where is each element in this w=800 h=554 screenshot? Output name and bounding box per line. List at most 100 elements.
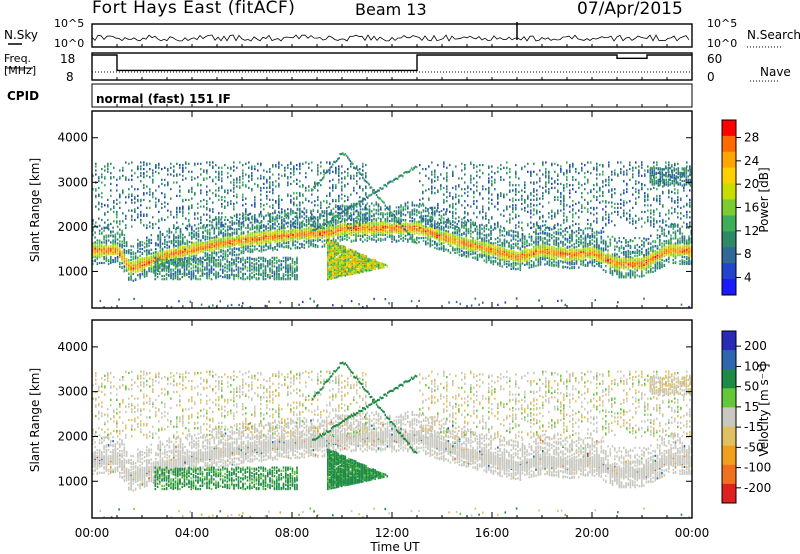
power-cell bbox=[542, 245, 544, 248]
power-cell bbox=[303, 212, 306, 215]
power-cell bbox=[564, 229, 567, 232]
power-cell bbox=[427, 209, 429, 213]
power-cell bbox=[258, 236, 261, 240]
power-cell bbox=[470, 232, 472, 235]
power-cell bbox=[242, 223, 245, 226]
power-cell bbox=[440, 227, 443, 230]
power-cell bbox=[384, 237, 387, 240]
power-cell bbox=[512, 242, 515, 246]
power-cell bbox=[195, 253, 198, 256]
power-cell bbox=[564, 265, 567, 269]
power-cell bbox=[445, 248, 447, 251]
power-cell bbox=[656, 264, 659, 267]
power-cell bbox=[164, 250, 166, 253]
power-cell bbox=[123, 248, 126, 251]
power-cell bbox=[116, 242, 119, 245]
power-cell bbox=[191, 225, 193, 228]
power-cell bbox=[296, 241, 299, 244]
power-cell bbox=[143, 246, 146, 249]
power-cell bbox=[305, 221, 308, 224]
power-cell bbox=[375, 201, 378, 204]
power-cell bbox=[470, 235, 472, 238]
power-cell bbox=[641, 273, 643, 276]
power-cell bbox=[373, 204, 375, 207]
power-cell bbox=[166, 244, 168, 247]
power-cell bbox=[548, 256, 551, 259]
power-cell bbox=[139, 244, 141, 248]
power-cell bbox=[256, 231, 258, 234]
power-cell bbox=[542, 255, 544, 258]
power-cell bbox=[101, 261, 103, 265]
power-cell bbox=[281, 233, 283, 236]
power-cell bbox=[96, 242, 99, 245]
power-cell bbox=[404, 205, 407, 208]
power-cell bbox=[206, 229, 209, 232]
power-cell bbox=[247, 230, 249, 233]
power-cell bbox=[209, 254, 211, 257]
power-cell bbox=[616, 268, 618, 271]
power-cell bbox=[652, 253, 654, 256]
power-cell bbox=[287, 240, 290, 243]
power-cell bbox=[330, 209, 333, 212]
power-cell bbox=[438, 226, 441, 229]
power-cell bbox=[155, 258, 157, 262]
power-cell bbox=[544, 263, 546, 266]
power-cell bbox=[256, 248, 258, 251]
power-cell bbox=[535, 238, 537, 241]
power-cell bbox=[526, 263, 528, 266]
power-cell bbox=[452, 223, 454, 226]
power-cell bbox=[575, 246, 578, 249]
power-cell bbox=[263, 238, 265, 241]
power-cell bbox=[191, 231, 193, 234]
power-cell bbox=[530, 235, 533, 238]
power-cell bbox=[94, 224, 96, 227]
power-cell bbox=[114, 241, 117, 244]
power-cell bbox=[400, 209, 402, 212]
power-cell bbox=[146, 236, 148, 239]
power-cell bbox=[303, 239, 306, 242]
power-cell bbox=[533, 231, 535, 234]
power-cell bbox=[584, 227, 587, 230]
power-cell bbox=[618, 246, 621, 249]
power-cell bbox=[283, 246, 285, 249]
power-cell bbox=[375, 223, 378, 226]
power-cell bbox=[616, 253, 618, 256]
power-cell bbox=[375, 209, 378, 212]
power-cell bbox=[173, 235, 175, 238]
power-cell bbox=[425, 236, 427, 239]
power-cell bbox=[620, 241, 623, 244]
power-cell bbox=[506, 231, 508, 234]
power-cell bbox=[121, 250, 123, 253]
power-cell bbox=[537, 235, 540, 238]
power-cell bbox=[267, 220, 270, 223]
power-cell bbox=[481, 254, 483, 257]
power-cell bbox=[233, 254, 236, 257]
power-cell bbox=[213, 232, 216, 235]
power-cell bbox=[267, 223, 270, 226]
power-cell bbox=[447, 230, 450, 233]
power-cell bbox=[476, 238, 479, 241]
power-cell bbox=[224, 255, 227, 258]
power-cell bbox=[395, 217, 398, 220]
power-cell bbox=[416, 221, 418, 224]
power-cell bbox=[299, 246, 301, 250]
power-cell bbox=[629, 250, 632, 253]
power-cell bbox=[159, 242, 162, 245]
power-cell bbox=[373, 221, 375, 224]
power-cell bbox=[249, 227, 252, 230]
power-cell bbox=[515, 258, 517, 261]
power-cell bbox=[472, 249, 474, 252]
power-cell bbox=[627, 241, 630, 244]
power-cell bbox=[535, 256, 537, 260]
power-cell bbox=[402, 219, 405, 222]
power-cell bbox=[506, 249, 508, 252]
power-cell bbox=[285, 230, 288, 233]
power-cell bbox=[634, 274, 636, 277]
power-cell bbox=[260, 220, 263, 223]
power-cell bbox=[355, 223, 357, 226]
power-cell bbox=[638, 237, 641, 240]
power-cell bbox=[528, 261, 531, 264]
power-cell bbox=[483, 227, 486, 230]
power-cell bbox=[371, 215, 373, 218]
power-cell bbox=[344, 205, 346, 208]
